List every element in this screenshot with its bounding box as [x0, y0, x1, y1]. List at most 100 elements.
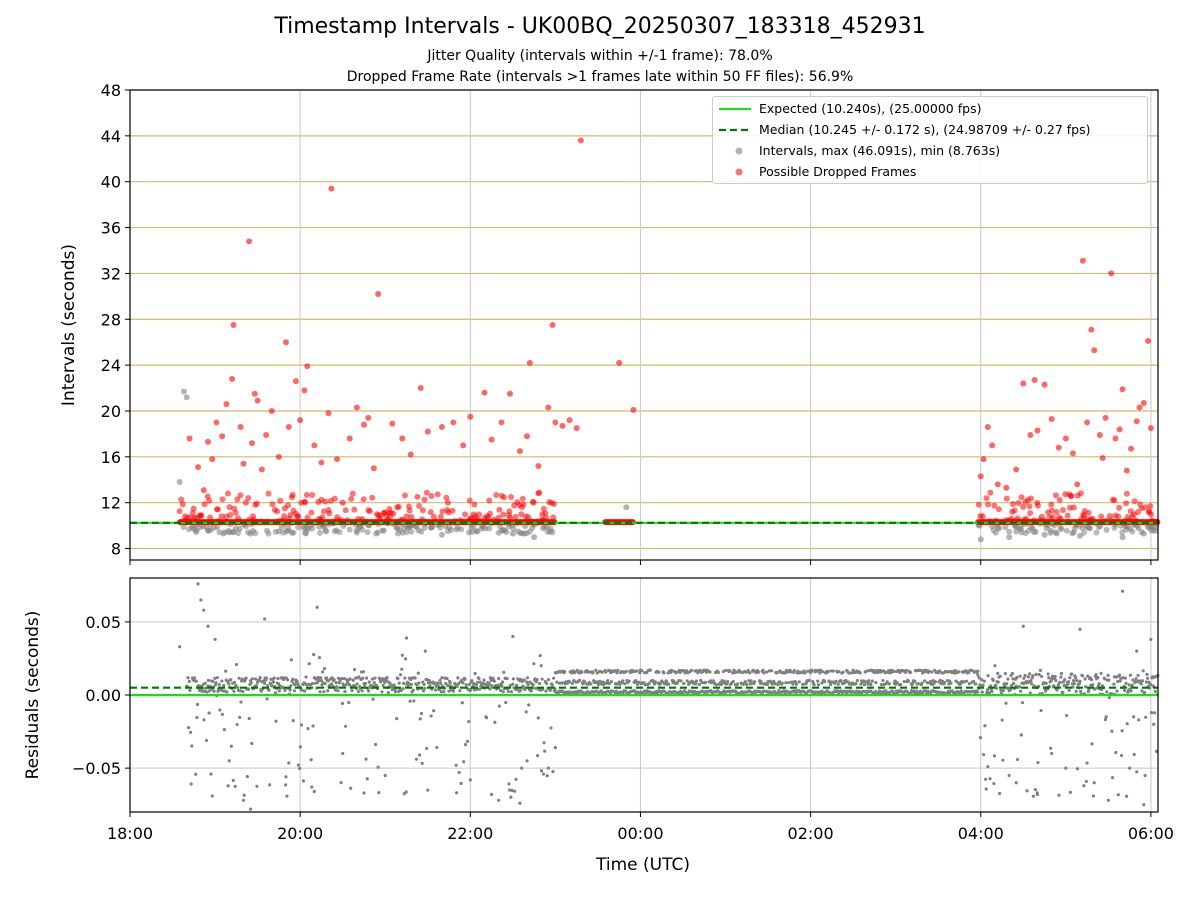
residual-point	[207, 711, 211, 715]
residual-point	[509, 795, 513, 799]
dropped-frame-point	[450, 419, 457, 426]
dropped-frame-point	[309, 491, 316, 498]
residual-point	[537, 681, 542, 686]
dropped-frame-point	[370, 465, 377, 472]
residual-point	[916, 682, 920, 686]
dropped-frame-point	[224, 490, 231, 497]
residual-point	[1034, 672, 1038, 676]
residual-point	[349, 786, 353, 790]
legend-label-expected: Expected (10.240s), (25.00000 fps)	[759, 101, 982, 116]
residual-point	[1132, 715, 1136, 719]
dropped-frame-point	[190, 505, 197, 512]
residual-point	[1114, 675, 1118, 679]
residual-point	[288, 688, 292, 692]
residual-point	[493, 720, 497, 724]
residual-point	[423, 686, 427, 690]
residual-point	[380, 690, 384, 694]
residual-point	[570, 681, 574, 685]
residual-point	[492, 679, 496, 683]
residual-point	[1091, 683, 1095, 687]
dropped-frame-point	[630, 406, 637, 413]
residual-point	[203, 681, 207, 685]
residual-point	[209, 772, 213, 776]
dropped-frame-point	[1123, 490, 1130, 497]
residual-point	[317, 678, 321, 683]
dropped-frame-point	[487, 510, 494, 517]
residual-point	[544, 689, 548, 693]
dropped-frame-point	[226, 504, 233, 511]
residual-point	[977, 676, 981, 680]
dropped-frame-point	[1116, 504, 1123, 511]
residual-point	[178, 645, 182, 649]
residual-point	[463, 677, 467, 681]
residual-point	[1022, 676, 1026, 680]
residual-point	[549, 726, 553, 730]
interval-point	[448, 526, 455, 533]
residual-point	[361, 676, 365, 680]
residual-point	[206, 624, 210, 628]
residual-point	[272, 676, 276, 680]
residual-point	[439, 681, 443, 685]
residual-point	[1086, 674, 1090, 678]
interval-point	[317, 529, 324, 536]
interval-point	[1129, 528, 1136, 535]
dropped-frame-point	[1069, 450, 1076, 457]
residual-point	[731, 679, 735, 684]
interval-point	[531, 534, 538, 541]
residual-point	[310, 681, 315, 686]
residual-point	[1044, 681, 1048, 685]
residual-point	[329, 682, 334, 686]
residual-point	[241, 690, 245, 694]
residual-point	[500, 684, 504, 688]
dropped-frame-point	[500, 511, 507, 518]
residual-point	[1117, 673, 1122, 677]
dropped-frame-point	[1142, 504, 1149, 511]
dropped-frame-point	[471, 501, 478, 508]
residual-point	[226, 784, 230, 788]
dropped-frame-point	[389, 420, 396, 427]
residual-point	[836, 682, 840, 686]
residual-point	[1085, 761, 1089, 765]
residual-point	[920, 681, 924, 685]
residual-point	[708, 670, 712, 674]
residual-point	[468, 778, 472, 782]
dropped-frame-point	[277, 497, 284, 504]
dropped-frame-point	[977, 473, 984, 480]
residual-point	[340, 701, 345, 706]
dropped-frame-point	[1027, 432, 1034, 439]
residual-point	[667, 682, 671, 686]
dropped-frame-point	[342, 507, 349, 514]
residual-point	[386, 691, 390, 695]
residual-point	[1073, 676, 1078, 680]
residual-point	[704, 680, 708, 684]
residual-point	[594, 668, 598, 672]
residual-point	[1004, 701, 1008, 705]
dropped-frame-point	[1034, 427, 1041, 434]
residual-point	[976, 673, 980, 677]
dropped-frame-point	[524, 433, 531, 440]
residual-point	[967, 681, 972, 686]
residual-point	[927, 669, 931, 673]
residual-point	[1129, 689, 1133, 693]
residual-point	[514, 683, 519, 687]
residual-point	[535, 677, 539, 682]
residual-point	[694, 679, 699, 683]
residual-point	[1096, 675, 1100, 680]
residual-point	[886, 668, 891, 673]
dropped-frame-point	[1064, 512, 1071, 519]
residual-point	[296, 763, 300, 767]
residual-point	[263, 617, 267, 621]
residual-point	[383, 773, 387, 778]
residual-point	[249, 681, 253, 685]
dropped-frame-point	[301, 387, 308, 394]
residual-point	[239, 700, 243, 704]
residual-point	[376, 765, 380, 769]
residual-point	[794, 682, 799, 686]
residual-point	[422, 682, 426, 687]
residual-point	[689, 668, 694, 672]
residual-point	[992, 781, 996, 786]
residual-point	[489, 792, 494, 797]
residual-point	[234, 662, 239, 667]
residual-point	[192, 676, 196, 680]
interval-point	[992, 529, 999, 536]
